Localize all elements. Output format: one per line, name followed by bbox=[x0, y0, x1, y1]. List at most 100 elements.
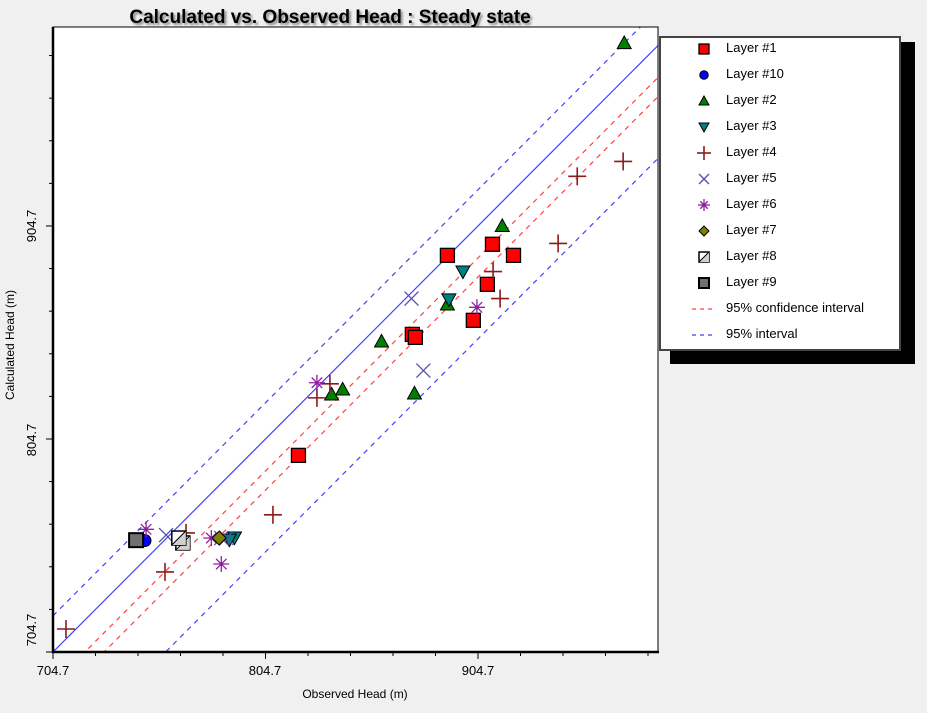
point-layer-5 bbox=[404, 291, 419, 307]
point-layer-4 bbox=[614, 152, 633, 171]
legend-item: Layer #4 bbox=[661, 142, 901, 168]
legend-item: Layer #7 bbox=[661, 220, 901, 246]
reference-lines bbox=[53, 27, 658, 652]
y-axis-label: Calculated Head (m) bbox=[3, 290, 17, 400]
point-layer-2 bbox=[406, 385, 423, 400]
point-layer-4 bbox=[320, 374, 339, 393]
legend-marker bbox=[698, 199, 710, 211]
legend-label: 95% confidence interval bbox=[726, 300, 865, 315]
point-layer-5 bbox=[415, 363, 431, 379]
chart-title: Calculated vs. Observed Head : Steady st… bbox=[129, 7, 531, 28]
legend-item: 95% confidence interval bbox=[661, 298, 901, 324]
dash-marker-icon bbox=[692, 308, 716, 310]
x-marker-icon bbox=[698, 173, 710, 185]
x-axis-label: Observed Head (m) bbox=[302, 687, 407, 701]
point-layer-6 bbox=[213, 556, 230, 573]
point-layer-1 bbox=[439, 247, 456, 264]
point-layer-6 bbox=[308, 374, 325, 391]
x-tick-label: 704.7 bbox=[37, 663, 70, 678]
circle-marker-icon bbox=[699, 70, 709, 80]
legend-item: 95% interval bbox=[661, 324, 901, 350]
diamond-marker-icon bbox=[698, 225, 710, 237]
triangle-down-marker-icon bbox=[698, 122, 710, 134]
point-layer-1 bbox=[290, 447, 307, 464]
point-layer-2 bbox=[323, 386, 340, 401]
legend-label: Layer #10 bbox=[726, 66, 784, 81]
plus-marker-icon bbox=[697, 146, 711, 160]
point-layer-4 bbox=[549, 234, 568, 253]
star-marker-icon bbox=[698, 199, 710, 211]
legend-item: Layer #9 bbox=[661, 272, 901, 298]
point-layer-3 bbox=[441, 293, 457, 308]
legend-label: Layer #4 bbox=[726, 144, 777, 159]
95-interval-line bbox=[53, 27, 642, 617]
one-to-one-line bbox=[53, 45, 658, 652]
legend-item: Layer #1 bbox=[661, 38, 901, 64]
legend-marker bbox=[698, 277, 710, 289]
square-half-marker-icon bbox=[698, 251, 710, 263]
data-points bbox=[56, 34, 633, 638]
legend-item: Layer #8 bbox=[661, 246, 901, 272]
legend-label: Layer #5 bbox=[726, 170, 777, 185]
axis-ticks bbox=[46, 55, 649, 659]
legend-label: Layer #7 bbox=[726, 222, 777, 237]
95-confidence-interval-line bbox=[84, 77, 658, 652]
point-layer-2 bbox=[616, 34, 633, 50]
legend-label: Layer #8 bbox=[726, 248, 777, 263]
legend-item: Layer #2 bbox=[661, 90, 901, 116]
point-layer-6 bbox=[468, 299, 485, 316]
legend-item: Layer #3 bbox=[661, 116, 901, 142]
triangle-up-marker-icon bbox=[698, 94, 710, 106]
point-layer-4 bbox=[491, 289, 510, 308]
point-layer-7 bbox=[211, 530, 227, 546]
legend-label: Layer #2 bbox=[726, 92, 777, 107]
legend-label: Layer #3 bbox=[726, 118, 777, 133]
point-layer-1 bbox=[479, 276, 496, 292]
point-layer-1 bbox=[465, 312, 481, 328]
legend: Layer #1 Layer #10 Layer #2 Layer #3 Layer #… bbox=[659, 36, 901, 351]
x-tick-label: 904.7 bbox=[462, 663, 495, 678]
point-layer-9 bbox=[128, 532, 145, 549]
legend-marker bbox=[698, 43, 710, 55]
point-layer-5 bbox=[158, 527, 174, 543]
point-layer-1 bbox=[484, 236, 501, 252]
legend-item: Layer #6 bbox=[661, 194, 901, 220]
point-layer-2 bbox=[494, 217, 511, 233]
y-tick-label: 904.7 bbox=[24, 210, 39, 243]
legend-marker bbox=[698, 251, 710, 263]
square-marker-icon bbox=[698, 43, 710, 55]
plot-area bbox=[53, 27, 658, 652]
point-layer-4 bbox=[484, 262, 503, 281]
legend-label: 95% interval bbox=[726, 326, 798, 341]
point-layer-2 bbox=[373, 333, 390, 348]
y-tick-label: 804.7 bbox=[24, 424, 39, 457]
point-layer-1 bbox=[407, 329, 423, 346]
point-layer-4 bbox=[56, 619, 75, 638]
legend-marker bbox=[697, 146, 711, 160]
legend-marker bbox=[698, 225, 710, 237]
legend-marker bbox=[699, 70, 709, 80]
legend-label: Layer #9 bbox=[726, 274, 777, 289]
point-layer-8 bbox=[171, 530, 187, 546]
legend-marker bbox=[698, 122, 710, 134]
legend-marker bbox=[698, 94, 710, 106]
legend-label: Layer #6 bbox=[726, 196, 777, 211]
point-layer-3 bbox=[455, 265, 471, 280]
95-interval-line bbox=[164, 158, 658, 652]
point-layer-2 bbox=[334, 381, 351, 396]
y-tick-label: 704.7 bbox=[24, 614, 39, 647]
point-layer-4 bbox=[263, 505, 282, 524]
point-layer-1 bbox=[505, 247, 522, 264]
square-gray-marker-icon bbox=[698, 277, 710, 289]
95-confidence-interval-line bbox=[103, 96, 658, 652]
legend-item: Layer #5 bbox=[661, 168, 901, 194]
x-tick-label: 804.7 bbox=[249, 663, 282, 678]
point-layer-4 bbox=[155, 562, 174, 581]
point-layer-4 bbox=[568, 167, 587, 186]
dash-marker-icon bbox=[692, 334, 716, 336]
legend-label: Layer #1 bbox=[726, 40, 777, 55]
legend-item: Layer #10 bbox=[661, 64, 901, 90]
point-layer-4 bbox=[307, 388, 326, 407]
legend-marker bbox=[698, 173, 710, 185]
